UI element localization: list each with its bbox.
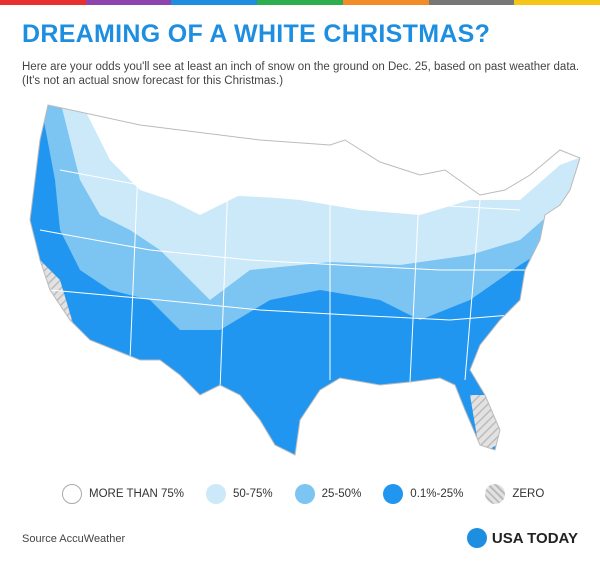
legend-item: MORE THAN 75% <box>62 484 184 504</box>
map-regions <box>30 105 580 455</box>
legend-item: ZERO <box>485 484 544 504</box>
brand-dot <box>466 528 487 548</box>
legend-label: 25-50% <box>321 488 362 500</box>
region-zero-florida <box>470 395 505 455</box>
color-strip <box>0 0 600 5</box>
us-map <box>29 104 581 456</box>
legend-item: 25-50% <box>294 484 362 504</box>
legend-item: 0.1%-25% <box>383 484 463 504</box>
subtitle-block: Here are your odds you'll see at least a… <box>22 60 579 88</box>
source: Source AccuWeather <box>22 533 126 545</box>
title: DREAMING OF A WHITE CHRISTMAS? <box>22 20 491 48</box>
legend-label: 50-75% <box>233 488 273 500</box>
legend-label: 0.1%-25% <box>410 488 464 500</box>
legend-swatch <box>294 484 315 504</box>
brand-text: USA TODAY <box>491 529 578 547</box>
legend-swatch <box>62 484 82 504</box>
legend-label: MORE THAN 75% <box>89 488 185 500</box>
note: (It's not an actual snow forecast for th… <box>22 75 284 87</box>
legend-swatch <box>206 484 227 504</box>
state-borders <box>39 119 530 391</box>
legend: MORE THAN 75% 50-75% 25-50% 0.1%-25% ZER… <box>62 484 566 504</box>
subtitle: Here are your odds you'll see at least a… <box>22 61 580 73</box>
legend-label: ZERO <box>512 488 545 500</box>
legend-swatch <box>383 484 404 504</box>
brand: USA TODAY <box>466 528 578 548</box>
us-outline <box>29 104 581 456</box>
legend-swatch <box>485 484 506 504</box>
legend-item: 50-75% <box>206 484 273 504</box>
